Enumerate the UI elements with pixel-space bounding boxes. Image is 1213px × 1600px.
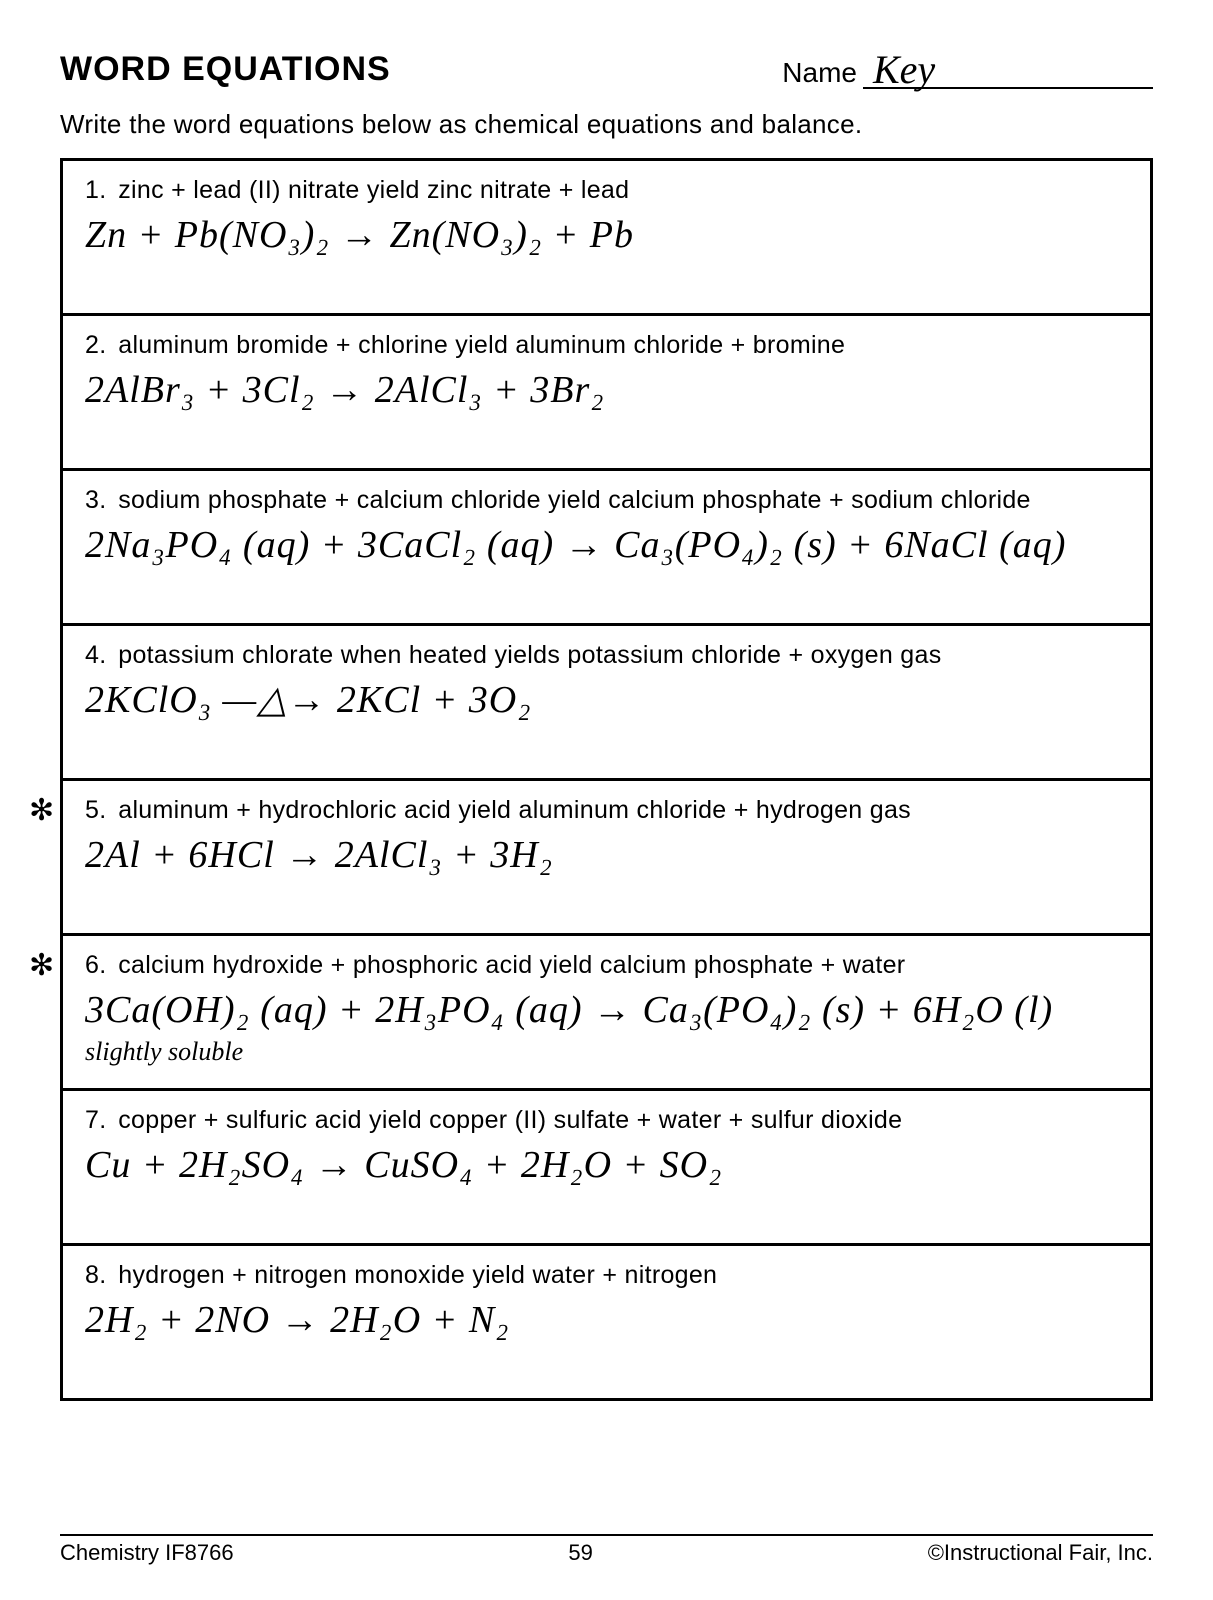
- footer: Chemistry IF8766 59 ©Instructional Fair,…: [60, 1534, 1153, 1566]
- instruction-text: Write the word equations below as chemic…: [60, 109, 1153, 140]
- name-field: Name Key: [782, 55, 1153, 89]
- problem-prompt: 7. copper + sulfuric acid yield copper (…: [85, 1105, 1132, 1136]
- problem-prompt: 1. zinc + lead (II) nitrate yield zinc n…: [85, 175, 1132, 206]
- handwritten-answer: 2H₂ + 2NO → 2H₂O + N₂: [85, 1297, 1132, 1345]
- name-line: Key: [863, 55, 1153, 89]
- problem-row: 4. potassium chlorate when heated yields…: [63, 626, 1150, 781]
- problem-number: 4.: [85, 640, 111, 671]
- footer-left: Chemistry IF8766: [60, 1540, 234, 1566]
- prompt-text: aluminum + hydrochloric acid yield alumi…: [118, 796, 911, 824]
- handwritten-answer: 2KClO₃ —△→ 2KCl + 3O₂: [85, 677, 1132, 725]
- footer-right: ©Instructional Fair, Inc.: [928, 1540, 1153, 1566]
- problem-prompt: 6. calcium hydroxide + phosphoric acid y…: [85, 950, 1132, 981]
- header: WORD EQUATIONS Name Key: [60, 50, 1153, 89]
- name-value: Key: [873, 46, 935, 93]
- prompt-text: aluminum bromide + chlorine yield alumin…: [118, 331, 845, 359]
- prompt-text: calcium hydroxide + phosphoric acid yiel…: [118, 951, 905, 979]
- star-icon: ✻: [29, 948, 54, 983]
- prompt-text: potassium chlorate when heated yields po…: [118, 641, 941, 669]
- handwritten-answer: 2Na₃PO₄ (aq) + 3CaCl₂ (aq) → Ca₃(PO₄)₂ (…: [85, 522, 1132, 570]
- problem-row: ✻ 5. aluminum + hydrochloric acid yield …: [63, 781, 1150, 936]
- problem-number: 1.: [85, 175, 111, 206]
- prompt-text: sodium phosphate + calcium chloride yiel…: [118, 486, 1030, 514]
- problem-prompt: 5. aluminum + hydrochloric acid yield al…: [85, 795, 1132, 826]
- handwritten-answer: 3Ca(OH)₂ (aq) + 2H₃PO₄ (aq) → Ca₃(PO₄)₂ …: [85, 987, 1132, 1035]
- handwritten-answer: 2AlBr₃ + 3Cl₂ → 2AlCl₃ + 3Br₂: [85, 367, 1132, 415]
- problem-prompt: 8. hydrogen + nitrogen monoxide yield wa…: [85, 1260, 1132, 1291]
- prompt-text: hydrogen + nitrogen monoxide yield water…: [118, 1261, 717, 1289]
- worksheet-page: WORD EQUATIONS Name Key Write the word e…: [0, 0, 1213, 1600]
- handwritten-note: slightly soluble: [85, 1037, 1132, 1067]
- problem-grid: 1. zinc + lead (II) nitrate yield zinc n…: [60, 158, 1153, 1401]
- problem-number: 5.: [85, 795, 111, 826]
- problem-prompt: 4. potassium chlorate when heated yields…: [85, 640, 1132, 671]
- footer-page-number: 59: [568, 1540, 592, 1566]
- problem-row: 8. hydrogen + nitrogen monoxide yield wa…: [63, 1246, 1150, 1398]
- problem-row: 7. copper + sulfuric acid yield copper (…: [63, 1091, 1150, 1246]
- problem-row: 3. sodium phosphate + calcium chloride y…: [63, 471, 1150, 626]
- problem-prompt: 3. sodium phosphate + calcium chloride y…: [85, 485, 1132, 516]
- problem-number: 8.: [85, 1260, 111, 1291]
- prompt-text: zinc + lead (II) nitrate yield zinc nitr…: [118, 176, 629, 204]
- handwritten-answer: Cu + 2H₂SO₄ → CuSO₄ + 2H₂O + SO₂: [85, 1142, 1132, 1190]
- problem-row: 2. aluminum bromide + chlorine yield alu…: [63, 316, 1150, 471]
- problem-row: ✻ 6. calcium hydroxide + phosphoric acid…: [63, 936, 1150, 1091]
- problem-prompt: 2. aluminum bromide + chlorine yield alu…: [85, 330, 1132, 361]
- handwritten-answer: 2Al + 6HCl → 2AlCl₃ + 3H₂: [85, 832, 1132, 880]
- problem-number: 6.: [85, 950, 111, 981]
- problem-row: 1. zinc + lead (II) nitrate yield zinc n…: [63, 161, 1150, 316]
- problem-number: 2.: [85, 330, 111, 361]
- problem-number: 3.: [85, 485, 111, 516]
- problem-number: 7.: [85, 1105, 111, 1136]
- name-label: Name: [782, 57, 857, 89]
- star-icon: ✻: [29, 793, 54, 828]
- page-title: WORD EQUATIONS: [60, 50, 391, 89]
- prompt-text: copper + sulfuric acid yield copper (II)…: [118, 1106, 902, 1134]
- handwritten-answer: Zn + Pb(NO₃)₂ → Zn(NO₃)₂ + Pb: [85, 212, 1132, 260]
